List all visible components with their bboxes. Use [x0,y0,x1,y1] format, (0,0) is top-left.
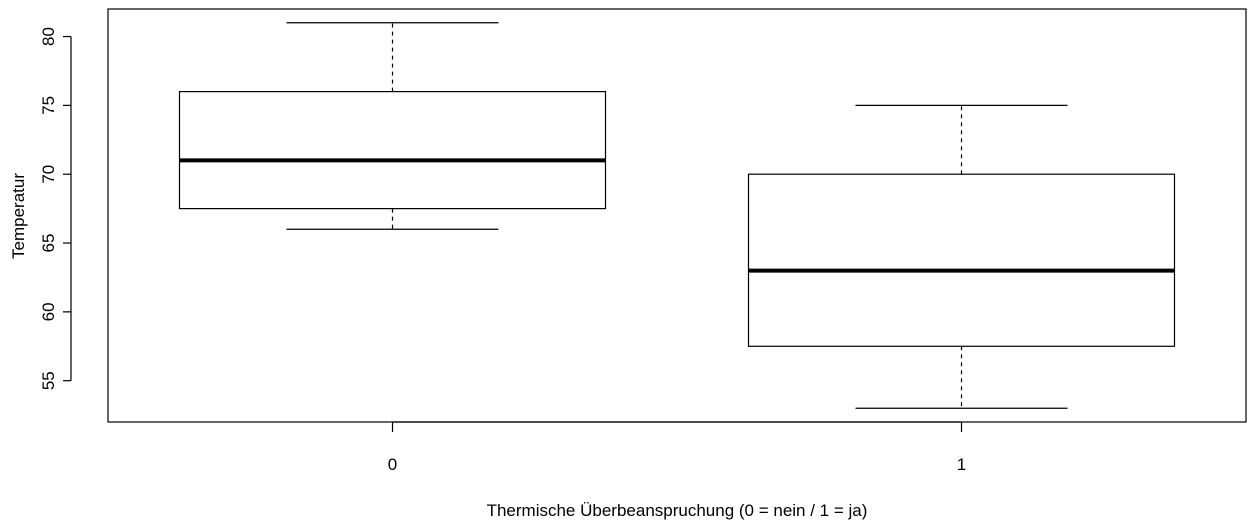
y-tick-label: 65 [39,234,58,253]
x-axis-label: Thermische Überbeanspruchung (0 = nein /… [487,501,868,520]
box-iqr [178,90,607,210]
box-group-0 [178,22,607,230]
y-tick-label: 80 [39,27,58,46]
y-axis-label: Temperatur [9,173,28,259]
y-tick-label: 75 [39,96,58,115]
box-group-1 [747,104,1176,409]
y-tick-label: 70 [39,165,58,184]
x-tick-label: 1 [957,455,966,474]
y-axis: 55 60 65 70 75 80 [39,27,72,390]
y-tick-label: 60 [39,302,58,321]
boxes-layer [178,22,1176,409]
box-iqr [747,173,1176,347]
x-tick-label: 0 [388,455,397,474]
y-tick-label: 55 [39,371,58,390]
